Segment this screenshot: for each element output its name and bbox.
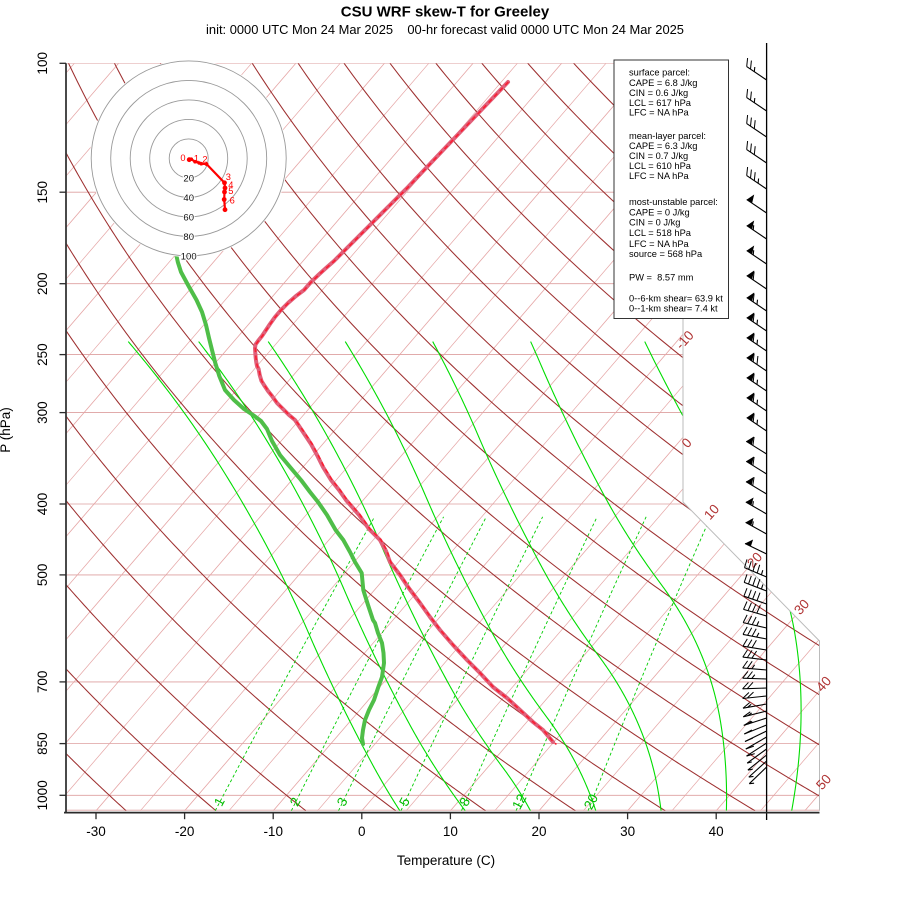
svg-text:-30: -30 <box>86 824 106 839</box>
svg-text:3: 3 <box>226 172 231 182</box>
svg-text:200: 200 <box>35 272 50 295</box>
svg-text:surface parcel:: surface parcel: <box>629 68 690 78</box>
svg-text:source = 568 hPa: source = 568 hPa <box>629 249 703 259</box>
svg-text:0--1-km shear= 7.4 kt: 0--1-km shear= 7.4 kt <box>629 304 718 314</box>
svg-text:10: 10 <box>701 501 722 522</box>
svg-text:CSU WRF skew-T for Greeley: CSU WRF skew-T for Greeley <box>341 4 550 21</box>
svg-text:0: 0 <box>180 153 185 163</box>
svg-text:40: 40 <box>709 824 724 839</box>
svg-text:CIN = 0 J/kg: CIN = 0 J/kg <box>629 218 680 228</box>
svg-text:20: 20 <box>531 824 546 839</box>
svg-text:2: 2 <box>202 155 207 165</box>
svg-text:4: 4 <box>228 180 233 190</box>
svg-text:6: 6 <box>230 195 235 205</box>
svg-text:-10: -10 <box>263 824 283 839</box>
svg-text:80: 80 <box>183 232 194 243</box>
svg-text:20: 20 <box>183 173 194 184</box>
svg-text:50: 50 <box>813 771 834 792</box>
svg-text:0--6-km shear= 63.9 kt: 0--6-km shear= 63.9 kt <box>629 294 723 304</box>
svg-text:20: 20 <box>581 792 601 812</box>
svg-text:LCL = 610 hPa: LCL = 610 hPa <box>629 161 692 171</box>
svg-text:0: 0 <box>358 824 366 839</box>
svg-text:1000: 1000 <box>35 780 50 810</box>
svg-text:CIN = 0.6 J/kg: CIN = 0.6 J/kg <box>629 88 688 98</box>
svg-text:init: 0000 UTC Mon 24 Mar 2025: init: 0000 UTC Mon 24 Mar 2025 00-hr for… <box>206 22 684 37</box>
svg-text:PW = 8.57 mm: PW = 8.57 mm <box>629 273 694 283</box>
svg-text:30: 30 <box>620 824 635 839</box>
svg-text:100: 100 <box>181 251 197 262</box>
svg-text:300: 300 <box>35 401 50 424</box>
svg-text:CIN = 0.7 J/kg: CIN = 0.7 J/kg <box>629 151 688 161</box>
svg-text:mean-layer parcel:: mean-layer parcel: <box>629 131 706 141</box>
svg-text:LFC = NA hPa: LFC = NA hPa <box>629 171 690 181</box>
svg-text:30: 30 <box>791 596 812 617</box>
svg-text:10: 10 <box>443 824 458 839</box>
svg-text:most-unstable parcel:: most-unstable parcel: <box>629 197 718 207</box>
svg-text:LCL = 617 hPa: LCL = 617 hPa <box>629 98 692 108</box>
svg-text:500: 500 <box>35 564 50 587</box>
svg-text:700: 700 <box>35 671 50 694</box>
svg-text:CAPE = 6.3 J/kg: CAPE = 6.3 J/kg <box>629 141 697 151</box>
svg-text:LFC = NA hPa: LFC = NA hPa <box>629 108 690 118</box>
svg-text:400: 400 <box>35 493 50 516</box>
svg-text:-20: -20 <box>175 824 195 839</box>
svg-text:40: 40 <box>813 673 834 694</box>
svg-text:100: 100 <box>35 52 50 75</box>
svg-text:250: 250 <box>35 343 50 366</box>
svg-text:Temperature (C): Temperature (C) <box>397 853 495 868</box>
svg-text:12: 12 <box>509 792 529 812</box>
svg-text:1: 1 <box>194 154 199 164</box>
svg-text:LCL = 518 hPa: LCL = 518 hPa <box>629 228 692 238</box>
svg-text:P (hPa): P (hPa) <box>0 407 13 453</box>
svg-text:40: 40 <box>183 193 194 204</box>
svg-text:CAPE = 6.8 J/kg: CAPE = 6.8 J/kg <box>629 78 697 88</box>
svg-text:5: 5 <box>228 186 233 196</box>
svg-text:150: 150 <box>35 181 50 204</box>
svg-text:LFC = NA hPa: LFC = NA hPa <box>629 239 690 249</box>
svg-text:60: 60 <box>183 212 194 223</box>
svg-text:850: 850 <box>35 732 50 755</box>
svg-text:CAPE = 0 J/kg: CAPE = 0 J/kg <box>629 208 690 218</box>
